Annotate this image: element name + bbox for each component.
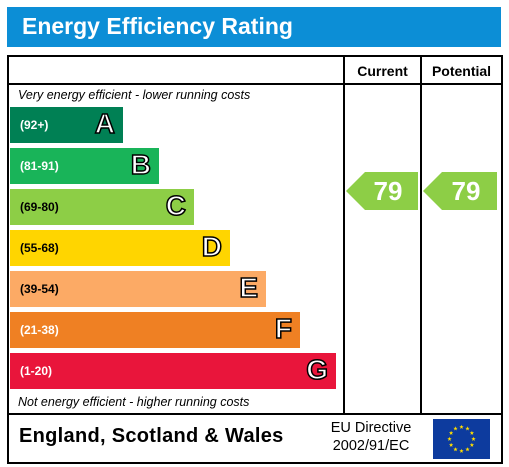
flag-star [465,426,470,431]
band-range: (92+) [20,118,49,132]
flag-star [469,442,475,447]
flag-star [448,430,454,435]
column-divider [343,57,345,415]
page-title: Energy Efficiency Rating [22,13,293,39]
country-label: England, Scotland & Wales [19,425,284,447]
flag-star [471,436,476,441]
eu-flag-icon [433,419,490,459]
band-f: (21-38) F [10,312,300,348]
band-letter: D [201,230,223,263]
eu-directive-line2: 2002/91/EC [332,438,410,454]
band-letter: C [165,189,187,222]
footer-divider [9,413,501,415]
band-range: (81-91) [20,159,59,173]
flag-star [459,448,464,453]
band-c: (69-80) C [10,189,194,225]
band-range: (21-38) [20,323,59,337]
band-range: (69-80) [20,200,59,214]
band-letter: A [94,107,116,140]
flag-star [448,442,454,447]
flag-star [459,424,464,429]
top-caption: Very energy efficient - lower running co… [18,88,251,102]
band-range: (1-20) [20,364,53,378]
potential-column-header: Potential [431,63,492,79]
band-range: (55-68) [20,241,59,255]
band-letter: B [130,148,152,181]
eu-directive: EU Directive 2002/91/EC [325,419,417,455]
column-divider [420,57,422,415]
flag-star [447,436,452,441]
band-letter: F [274,312,293,345]
current-column-header: Current [357,63,408,79]
band-letter: E [239,271,259,304]
band-g: (1-20) G [10,353,336,389]
band-b: (81-91) B [10,148,159,184]
rating-table: Current Potential Very energy efficient … [7,55,503,464]
potential-rating-arrow: 79 [423,172,497,210]
bottom-caption: Not energy efficient - higher running co… [18,395,250,409]
band-a: (92+) A [10,107,123,143]
flag-star [469,430,475,435]
band-letter: G [305,353,328,386]
current-rating-value: 79 [373,176,403,206]
potential-rating-value: 79 [451,176,481,206]
flag-star [465,447,470,452]
band-range: (39-54) [20,282,59,296]
band-d: (55-68) D [10,230,230,266]
eu-directive-line1: EU Directive [330,420,412,436]
title-bar: Energy Efficiency Rating [7,7,501,47]
flag-star [453,426,458,431]
header-divider [9,83,501,85]
flag-star [453,447,458,452]
current-rating-arrow: 79 [346,172,418,210]
band-e: (39-54) E [10,271,266,307]
